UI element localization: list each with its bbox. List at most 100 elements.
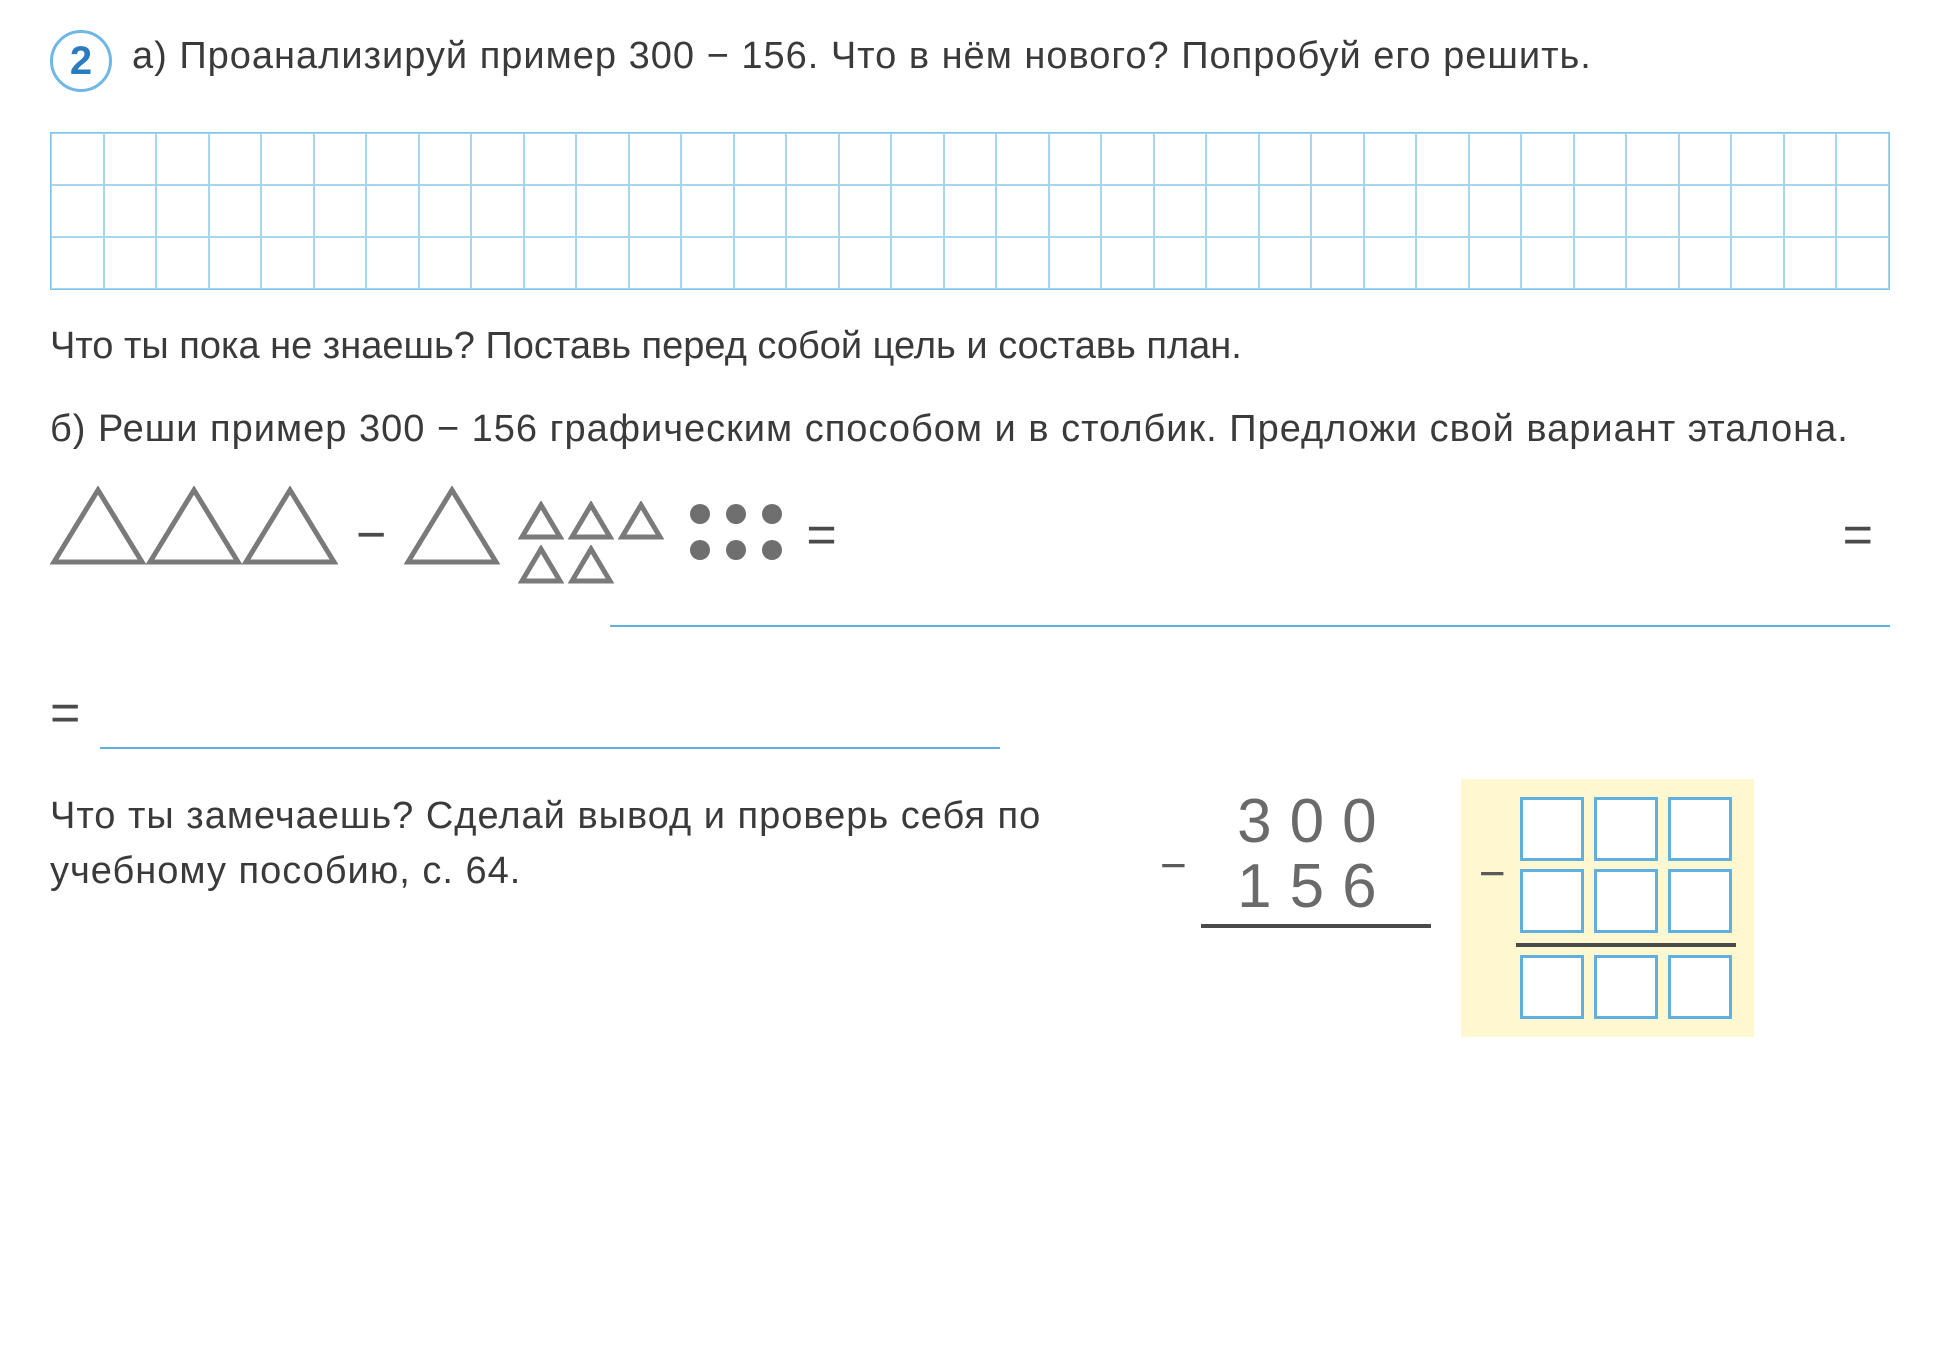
grid-cell[interactable] xyxy=(891,185,944,237)
grid-cell[interactable] xyxy=(419,185,472,237)
grid-cell[interactable] xyxy=(944,237,997,289)
grid-cell[interactable] xyxy=(1521,237,1574,289)
grid-cell[interactable] xyxy=(1626,237,1679,289)
grid-cell[interactable] xyxy=(944,185,997,237)
grid-cell[interactable] xyxy=(1784,133,1837,185)
grid-cell[interactable] xyxy=(839,133,892,185)
grid-cell[interactable] xyxy=(891,133,944,185)
grid-cell[interactable] xyxy=(1101,133,1154,185)
grid-cell[interactable] xyxy=(1679,133,1732,185)
grid-cell[interactable] xyxy=(1206,185,1259,237)
grid-cell[interactable] xyxy=(366,237,419,289)
grid-cell[interactable] xyxy=(51,237,104,289)
grid-cell[interactable] xyxy=(1836,185,1889,237)
grid-cell[interactable] xyxy=(1364,185,1417,237)
answer-box[interactable] xyxy=(1594,955,1658,1019)
grid-cell[interactable] xyxy=(1259,133,1312,185)
answer-line-2[interactable] xyxy=(100,689,1000,749)
grid-cell[interactable] xyxy=(1679,185,1732,237)
grid-cell[interactable] xyxy=(1154,237,1207,289)
grid-cell[interactable] xyxy=(471,185,524,237)
answer-box[interactable] xyxy=(1520,797,1584,861)
grid-cell[interactable] xyxy=(366,133,419,185)
grid-cell[interactable] xyxy=(1154,133,1207,185)
grid-cell[interactable] xyxy=(786,133,839,185)
grid-cell[interactable] xyxy=(839,237,892,289)
grid-cell[interactable] xyxy=(1521,185,1574,237)
grid-cell[interactable] xyxy=(1206,237,1259,289)
answer-grid[interactable] xyxy=(50,132,1890,290)
grid-cell[interactable] xyxy=(314,237,367,289)
grid-cell[interactable] xyxy=(471,237,524,289)
grid-cell[interactable] xyxy=(1259,185,1312,237)
grid-cell[interactable] xyxy=(996,133,1049,185)
grid-cell[interactable] xyxy=(1416,185,1469,237)
grid-cell[interactable] xyxy=(681,133,734,185)
grid-cell[interactable] xyxy=(209,133,262,185)
grid-cell[interactable] xyxy=(471,133,524,185)
grid-cell[interactable] xyxy=(1101,185,1154,237)
grid-cell[interactable] xyxy=(104,133,157,185)
grid-cell[interactable] xyxy=(1574,185,1627,237)
grid-cell[interactable] xyxy=(1364,237,1417,289)
grid-cell[interactable] xyxy=(734,185,787,237)
grid-cell[interactable] xyxy=(1731,237,1784,289)
grid-cell[interactable] xyxy=(314,185,367,237)
grid-cell[interactable] xyxy=(366,185,419,237)
grid-cell[interactable] xyxy=(629,133,682,185)
grid-cell[interactable] xyxy=(209,185,262,237)
grid-cell[interactable] xyxy=(51,185,104,237)
answer-line-1[interactable] xyxy=(610,625,1890,627)
grid-cell[interactable] xyxy=(1311,185,1364,237)
grid-cell[interactable] xyxy=(1469,133,1522,185)
grid-cell[interactable] xyxy=(1784,185,1837,237)
grid-cell[interactable] xyxy=(576,185,629,237)
grid-cell[interactable] xyxy=(1364,133,1417,185)
grid-cell[interactable] xyxy=(104,185,157,237)
grid-cell[interactable] xyxy=(1311,133,1364,185)
grid-cell[interactable] xyxy=(1626,185,1679,237)
grid-cell[interactable] xyxy=(1101,237,1154,289)
grid-cell[interactable] xyxy=(1311,237,1364,289)
grid-cell[interactable] xyxy=(944,133,997,185)
grid-cell[interactable] xyxy=(51,133,104,185)
grid-cell[interactable] xyxy=(419,133,472,185)
grid-cell[interactable] xyxy=(629,185,682,237)
grid-cell[interactable] xyxy=(1469,237,1522,289)
grid-cell[interactable] xyxy=(1836,133,1889,185)
grid-cell[interactable] xyxy=(156,133,209,185)
grid-cell[interactable] xyxy=(261,185,314,237)
grid-cell[interactable] xyxy=(891,237,944,289)
grid-cell[interactable] xyxy=(524,133,577,185)
grid-cell[interactable] xyxy=(1049,133,1102,185)
grid-cell[interactable] xyxy=(1784,237,1837,289)
grid-cell[interactable] xyxy=(786,237,839,289)
grid-cell[interactable] xyxy=(1521,133,1574,185)
grid-cell[interactable] xyxy=(1836,237,1889,289)
grid-cell[interactable] xyxy=(1049,185,1102,237)
grid-cell[interactable] xyxy=(156,185,209,237)
grid-cell[interactable] xyxy=(209,237,262,289)
answer-box-grid[interactable] xyxy=(1516,797,1736,1019)
grid-cell[interactable] xyxy=(524,237,577,289)
answer-box[interactable] xyxy=(1594,869,1658,933)
grid-cell[interactable] xyxy=(786,185,839,237)
grid-cell[interactable] xyxy=(576,133,629,185)
answer-box[interactable] xyxy=(1594,797,1658,861)
grid-cell[interactable] xyxy=(839,185,892,237)
grid-cell[interactable] xyxy=(156,237,209,289)
grid-cell[interactable] xyxy=(104,237,157,289)
grid-cell[interactable] xyxy=(1626,133,1679,185)
grid-cell[interactable] xyxy=(629,237,682,289)
grid-cell[interactable] xyxy=(996,237,1049,289)
grid-cell[interactable] xyxy=(1731,185,1784,237)
grid-cell[interactable] xyxy=(1574,133,1627,185)
grid-cell[interactable] xyxy=(681,185,734,237)
grid-cell[interactable] xyxy=(1574,237,1627,289)
grid-cell[interactable] xyxy=(576,237,629,289)
grid-cell[interactable] xyxy=(996,185,1049,237)
grid-cell[interactable] xyxy=(261,237,314,289)
answer-box[interactable] xyxy=(1668,869,1732,933)
grid-cell[interactable] xyxy=(1731,133,1784,185)
grid-cell[interactable] xyxy=(734,237,787,289)
